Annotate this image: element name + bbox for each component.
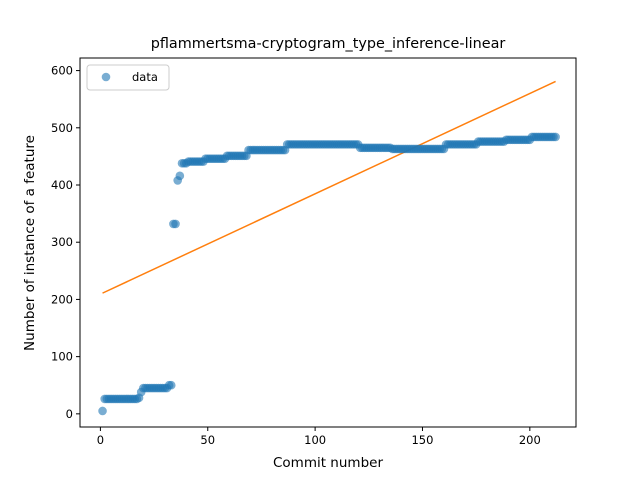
y-tick-label: 300 [51,235,73,249]
legend-box [86,64,170,91]
y-tick-label: 400 [51,178,73,192]
legend-marker-data [101,72,111,82]
fit-line [102,80,556,294]
x-tick-label: 0 [97,433,104,447]
y-tick-label: 0 [66,407,73,421]
plot-area [98,80,560,416]
y-axis: 0 100 200 300 400 500 600 [51,64,80,421]
x-tick-label: 100 [304,433,326,447]
y-tick-label: 200 [51,292,73,306]
x-tick-label: 200 [519,433,541,447]
x-axis-label: Commit number [273,455,383,471]
data-point [98,406,107,416]
x-tick-label: 150 [411,433,433,447]
data-point [551,132,560,142]
legend-label-data: data [132,70,158,84]
y-axis-label: Number of instance of a feature [22,135,38,351]
y-tick-label: 600 [51,64,73,78]
data-point [166,380,176,390]
y-tick-label: 500 [51,121,73,135]
data-point [175,171,185,181]
chart-title: pflammertsma-cryptogram_type_inference-l… [151,36,506,52]
data-point [171,219,180,229]
legend: data [86,64,170,91]
x-tick-label: 50 [200,433,215,447]
y-tick-label: 100 [51,350,73,364]
x-axis: 0 50 100 150 200 [97,427,541,447]
